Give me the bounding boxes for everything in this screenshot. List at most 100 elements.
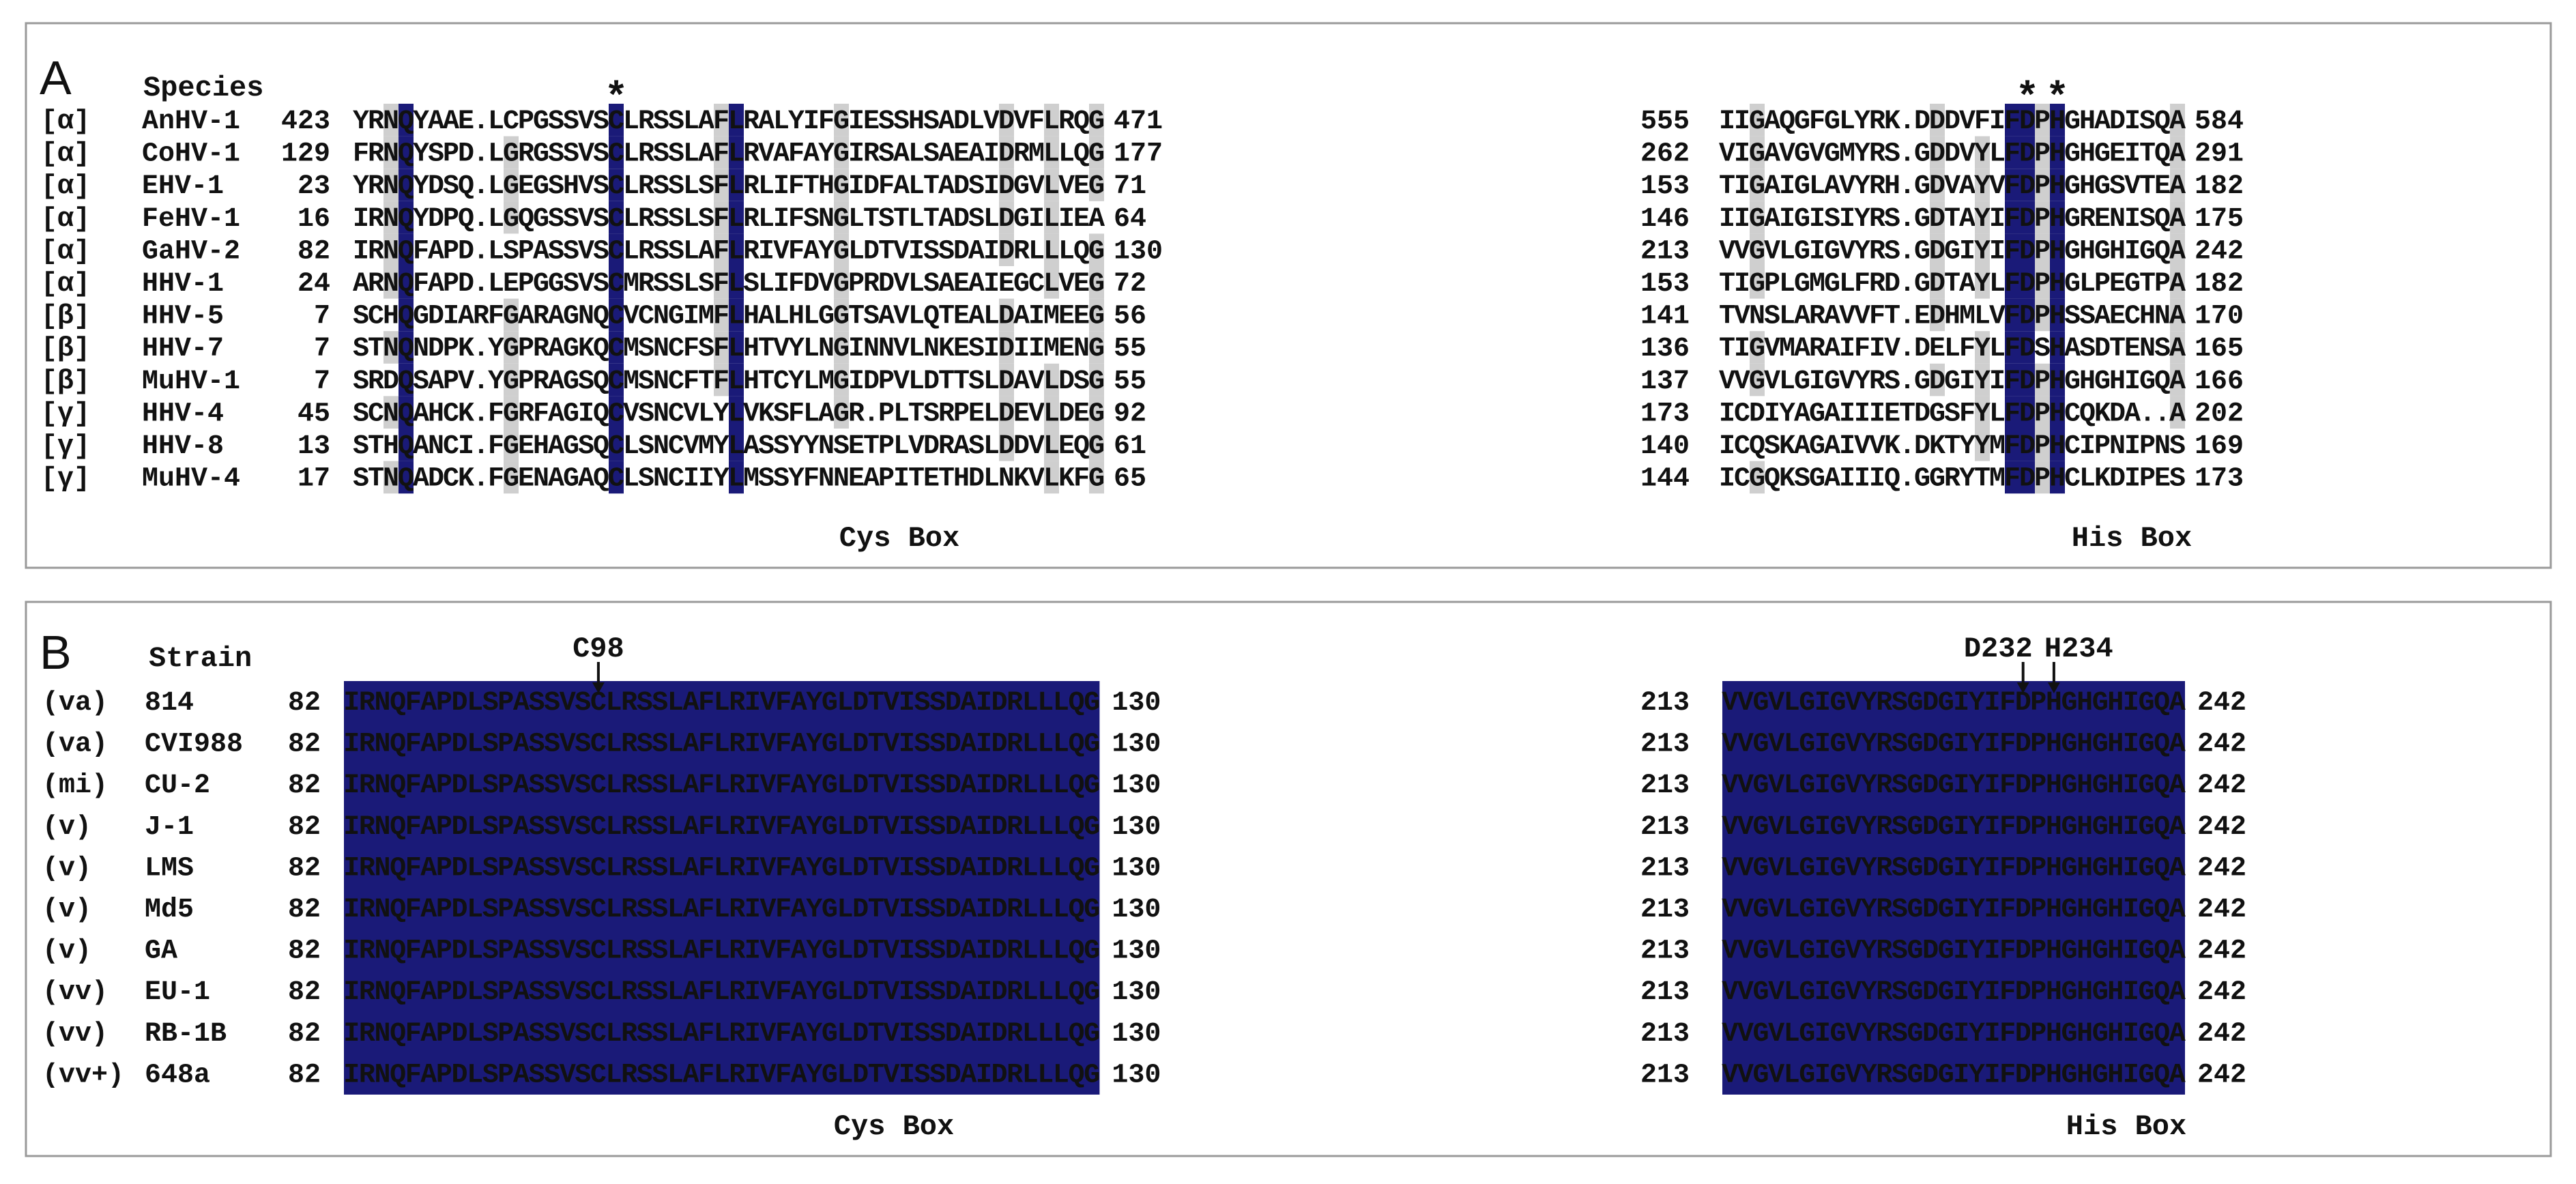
cys-residue: L	[605, 895, 622, 925]
his-residue: V	[1764, 334, 1780, 364]
cys-residue: C	[590, 936, 607, 967]
cys-residue: V	[883, 1019, 899, 1050]
strain-name: 814	[145, 688, 194, 719]
cys-residue: C	[668, 399, 684, 429]
cys-residue: L	[467, 895, 483, 925]
cys-residue: D	[945, 770, 961, 801]
cys-residue: S	[548, 106, 564, 137]
cys-residue: G	[1088, 334, 1105, 364]
his-residue: G	[1794, 366, 1810, 397]
cys-residue: D	[991, 895, 1007, 925]
cys-residue: D	[852, 936, 869, 967]
cys-end-position: 61	[1114, 431, 1146, 462]
his-residue: G	[2092, 895, 2109, 925]
residue-shade	[399, 104, 414, 136]
his-start-position: 140	[1640, 431, 1690, 462]
cys-residue: I	[899, 730, 915, 760]
his-residue: G	[2094, 366, 2111, 397]
cys-residue: L	[1043, 431, 1060, 462]
cys-residue: S	[637, 812, 653, 843]
residue-marker-arrow-head	[2016, 682, 2029, 693]
strain-name: RB-1B	[145, 1019, 227, 1050]
cys-residue: P	[436, 853, 452, 884]
cys-residue: F	[405, 730, 422, 760]
his-residue: G	[1907, 1019, 1923, 1050]
cys-residue: L	[728, 204, 744, 235]
cys-residue: A	[878, 302, 895, 332]
cys-residue: T	[938, 464, 955, 495]
his-residue: G	[1824, 366, 1840, 397]
cys-residue: V	[893, 236, 910, 267]
cys-residue: C	[668, 334, 684, 364]
cys-residue: C	[590, 895, 607, 925]
his-residue: .	[2139, 399, 2156, 429]
cys-residue: N	[653, 464, 669, 495]
his-residue: A	[2169, 688, 2186, 719]
residue-shade	[399, 298, 414, 332]
cys-residue: S	[482, 688, 499, 719]
cys-end-position: 130	[1112, 977, 1161, 1008]
cys-residue: H	[428, 399, 444, 429]
his-residue: C	[1734, 399, 1750, 429]
cys-residue: R	[359, 730, 375, 760]
cys-residue: L	[728, 106, 744, 137]
cys-residue: P	[497, 936, 514, 967]
his-residue: G	[1752, 730, 1769, 760]
cys-residue: G	[503, 204, 519, 235]
cys-residue: G	[833, 366, 850, 397]
his-residue: R	[1869, 269, 1885, 300]
his-residue: D	[2019, 269, 2036, 300]
residue-shade	[1975, 429, 1990, 461]
cys-residue: L	[605, 936, 622, 967]
cys-residue: S	[353, 399, 369, 429]
his-residue: I	[1953, 730, 1969, 760]
cys-residue: L	[623, 139, 639, 170]
residue-shade	[2035, 266, 2050, 299]
residue-shade	[1044, 266, 1059, 299]
cys-residue: G	[1088, 236, 1105, 267]
his-residue: S	[1892, 730, 1908, 760]
cys-residue: I	[976, 1019, 992, 1050]
cys-residue: F	[1028, 106, 1045, 137]
cys-residue: F	[788, 269, 805, 300]
cys-residue: R	[533, 366, 549, 397]
his-residue: I	[1814, 730, 1831, 760]
cys-residue: R	[729, 1060, 745, 1091]
his-residue: D	[2109, 106, 2126, 137]
his-end-position: 170	[2195, 302, 2244, 332]
his-residue: I	[2123, 1060, 2139, 1091]
cys-residue: S	[652, 770, 668, 801]
his-residue: I	[1984, 812, 2000, 843]
his-residue: H	[2076, 853, 2093, 884]
cys-residue: S	[929, 853, 946, 884]
his-residue: I	[1719, 106, 1735, 137]
cys-residue: A	[960, 895, 976, 925]
cys-residue: D	[998, 106, 1015, 137]
his-residue: V	[1768, 1019, 1784, 1050]
cys-residue: E	[848, 431, 865, 462]
cys-residue: R	[621, 853, 637, 884]
cys-residue: I	[976, 770, 992, 801]
residue-shade	[1930, 363, 1945, 396]
cys-residue: E	[1073, 171, 1090, 202]
cys-residue: Q	[1068, 977, 1084, 1008]
his-residue: Y	[1861, 1019, 1877, 1050]
his-residue: V	[1768, 730, 1784, 760]
his-residue: G	[2092, 770, 2109, 801]
strain-name: 648a	[145, 1060, 210, 1091]
cys-residue: D	[428, 171, 444, 202]
cys-residue: D	[998, 139, 1015, 170]
cys-residue: V	[759, 977, 776, 1008]
his-residue: V	[1839, 366, 1855, 397]
cys-residue: R	[533, 334, 549, 364]
cys-residue: R	[729, 730, 745, 760]
his-residue: S	[1884, 139, 1900, 170]
his-residue: V	[1845, 812, 1862, 843]
cys-residue: T	[868, 812, 884, 843]
cys-residue: A	[513, 895, 530, 925]
his-residue: G	[1829, 936, 1846, 967]
his-residue: V	[1884, 334, 1900, 364]
cys-residue: L	[837, 853, 853, 884]
his-residue: .	[1899, 366, 1915, 397]
his-residue: L	[1839, 106, 1855, 137]
